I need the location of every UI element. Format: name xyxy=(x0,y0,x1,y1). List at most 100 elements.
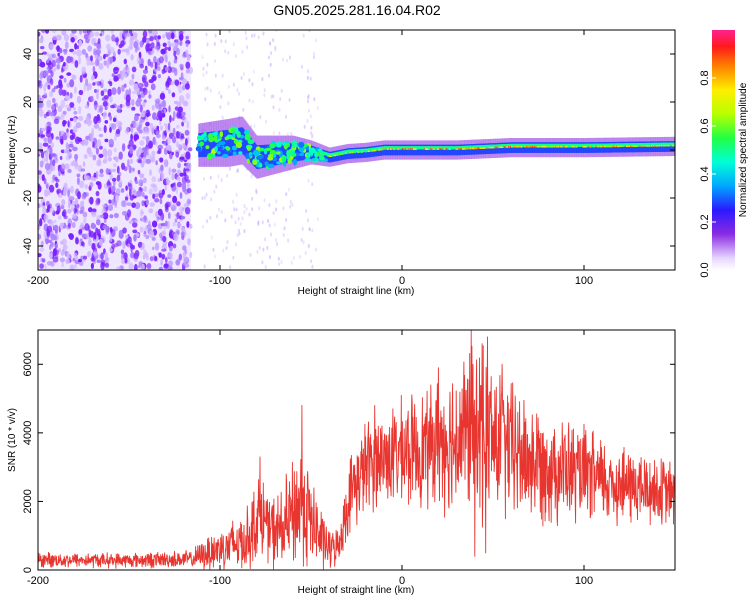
noise-dot xyxy=(67,151,72,157)
noise-dot xyxy=(187,199,192,205)
noise-dot xyxy=(136,56,141,65)
band-core xyxy=(356,149,359,153)
band-core xyxy=(328,153,331,157)
band-body xyxy=(417,144,420,156)
band-peak xyxy=(620,145,623,147)
noise-dot xyxy=(107,204,114,211)
band-core xyxy=(487,144,490,148)
band-core xyxy=(419,146,422,150)
streak-dot xyxy=(300,238,303,242)
band-core xyxy=(462,145,465,150)
snr-frame xyxy=(37,329,676,571)
band-core xyxy=(440,146,443,150)
band-body xyxy=(569,142,571,153)
noise-dot xyxy=(68,233,74,239)
band-core xyxy=(370,147,373,152)
band-body xyxy=(454,144,456,156)
band-core xyxy=(663,142,665,146)
streak-dot xyxy=(266,245,269,250)
band-body xyxy=(214,131,216,157)
noise-dot xyxy=(111,243,115,250)
noise-dot xyxy=(62,120,67,125)
noise-dot xyxy=(122,227,127,234)
band-body xyxy=(610,142,613,153)
band-core xyxy=(618,143,621,147)
band-core xyxy=(441,146,444,150)
band-core xyxy=(651,142,653,147)
noise-dot xyxy=(121,48,126,53)
band-body xyxy=(352,148,354,159)
band-core xyxy=(592,143,594,147)
noise-dot xyxy=(146,224,152,230)
noise-dot xyxy=(182,142,187,149)
band-peak xyxy=(442,148,445,150)
band-core xyxy=(642,143,645,147)
noise-dot xyxy=(38,108,44,117)
noise-dot xyxy=(67,144,71,150)
band-core xyxy=(506,144,509,148)
noise-dot xyxy=(90,55,93,62)
streak-dot xyxy=(220,94,223,99)
band-peak xyxy=(479,147,482,149)
noise-dot xyxy=(63,62,66,67)
band-body xyxy=(424,144,427,156)
noise-dot xyxy=(131,73,135,80)
streak-dot xyxy=(206,86,209,91)
noise-dot xyxy=(151,74,157,82)
band-body xyxy=(265,144,267,168)
band-peak xyxy=(664,144,667,147)
noise-dot xyxy=(55,58,62,64)
band-body xyxy=(231,129,234,156)
band-core xyxy=(418,146,421,150)
noise-dot xyxy=(111,73,115,77)
band-body xyxy=(473,144,475,155)
band-core xyxy=(331,153,333,157)
band-core xyxy=(452,146,455,150)
noise-dot xyxy=(159,198,163,205)
noise-dot xyxy=(39,263,44,269)
noise-dot xyxy=(38,37,44,44)
streak-dot xyxy=(313,55,315,60)
band-core xyxy=(556,143,558,147)
noise-dot xyxy=(97,181,102,190)
noise-dot xyxy=(109,115,113,121)
band-body xyxy=(431,144,434,156)
band-body xyxy=(400,144,402,156)
noise-dot xyxy=(178,33,184,41)
band-core xyxy=(369,148,372,152)
band-body xyxy=(226,130,228,157)
band-peak xyxy=(526,145,529,148)
noise-dot xyxy=(41,97,44,102)
band-peak xyxy=(605,145,608,148)
noise-dot xyxy=(93,172,97,178)
band-core xyxy=(554,143,557,147)
band-core xyxy=(513,143,516,147)
band-peak xyxy=(630,145,633,147)
streak-dot xyxy=(232,82,235,87)
band-core xyxy=(459,146,462,150)
noise-dot xyxy=(161,253,166,260)
band-body xyxy=(619,141,621,153)
band-peak xyxy=(432,148,435,150)
noise-dot xyxy=(182,245,187,251)
streak-dot xyxy=(243,229,246,234)
band-body xyxy=(555,142,557,153)
band-core xyxy=(480,145,483,149)
band-peak xyxy=(477,147,480,149)
band-peak xyxy=(541,145,544,148)
noise-dot xyxy=(122,69,126,76)
spectrogram-y-tick-label: 20 xyxy=(22,96,34,108)
noise-dot xyxy=(161,230,166,237)
streak-dot xyxy=(302,240,305,245)
band-core xyxy=(649,142,652,147)
band-core xyxy=(455,146,458,150)
noise-dot xyxy=(160,125,164,131)
band-peak xyxy=(645,145,648,147)
noise-dot xyxy=(173,50,177,57)
band-peak xyxy=(439,148,442,150)
noise-dot xyxy=(127,45,133,51)
noise-dot xyxy=(83,83,87,92)
band-peak xyxy=(655,145,658,147)
